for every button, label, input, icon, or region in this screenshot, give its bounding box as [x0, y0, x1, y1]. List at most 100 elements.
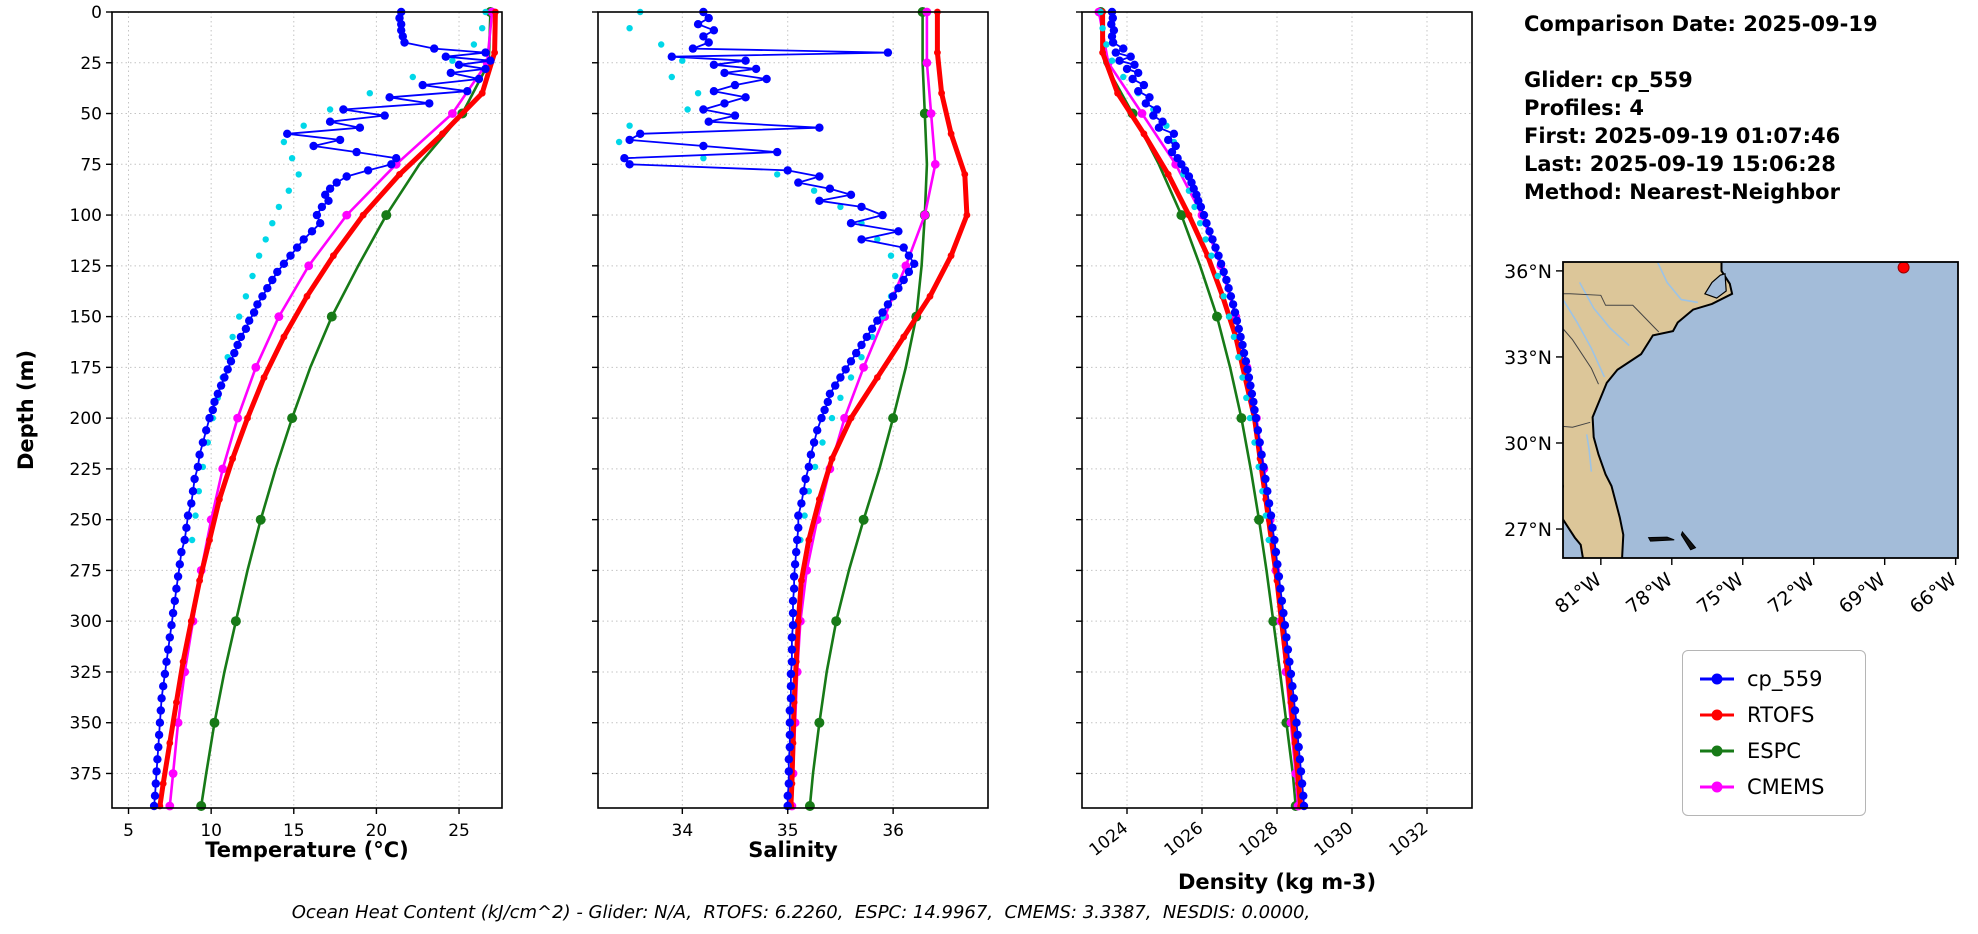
- info-first: First: 2025-09-19 01:07:46: [1524, 124, 1841, 148]
- info-spacer: [1524, 38, 1878, 66]
- density-panel: 1024 1026 1028 1030 1032: [1076, 7, 1473, 861]
- map-ticks: [1556, 270, 1957, 565]
- glider-location-marker: [1897, 262, 1910, 274]
- map-lon-label: 81°W: [1551, 568, 1606, 618]
- svg-text:25: 25: [448, 821, 470, 841]
- legend-line-marker-icon: [1700, 745, 1734, 757]
- map-lat-label: 27°N: [1504, 519, 1552, 541]
- map-state-border: [1563, 421, 1591, 428]
- svg-text:34: 34: [672, 821, 694, 841]
- density-ticks: [1076, 11, 1428, 814]
- svg-text:1032: 1032: [1386, 818, 1432, 860]
- salinity-axis-label: Salinity: [748, 838, 838, 862]
- info-glider: Glider: cp_559: [1524, 68, 1693, 92]
- svg-text:15: 15: [283, 821, 305, 841]
- info-comparison-date: Comparison Date: 2025-09-19: [1524, 12, 1878, 36]
- svg-text:1024: 1024: [1086, 818, 1132, 860]
- series-cp_559-density: [1107, 7, 1309, 811]
- map-river: [1563, 299, 1606, 378]
- series-CMEMS-density: [1094, 7, 1303, 811]
- map-lon-label: 78°W: [1622, 568, 1677, 618]
- map-sound: [1703, 273, 1727, 299]
- svg-text:75: 75: [80, 155, 102, 175]
- legend-entry-RTOFS: RTOFS: [1699, 697, 1849, 733]
- series-NESDIS-density: [1097, 8, 1272, 544]
- density-grid: [1082, 11, 1472, 808]
- svg-text:25: 25: [80, 54, 102, 74]
- svg-text:350: 350: [70, 714, 102, 734]
- map-state-border: [1563, 293, 1660, 333]
- temperature-ticks: [106, 11, 460, 814]
- legend-entry-CMEMS: CMEMS: [1699, 769, 1849, 805]
- temperature-axis-label: Temperature (°C): [205, 838, 409, 862]
- density-tick-labels: 1024 1026 1028 1030 1032: [1086, 818, 1432, 860]
- temperature-axes-box: [111, 11, 503, 809]
- legend-entry-cp_559: cp_559: [1699, 661, 1849, 697]
- map-river: [1578, 282, 1630, 347]
- svg-text:0: 0: [91, 3, 102, 23]
- svg-text:35: 35: [777, 821, 799, 841]
- map-lat-label: 36°N: [1504, 261, 1552, 283]
- svg-text:50: 50: [80, 105, 102, 125]
- map-state-border: [1563, 327, 1599, 385]
- svg-text:100: 100: [70, 206, 102, 226]
- map-features: [1563, 262, 1910, 558]
- svg-text:20: 20: [366, 821, 388, 841]
- svg-text:375: 375: [70, 764, 102, 784]
- series-cp_559-salinity: [620, 7, 919, 811]
- salinity-panel: 34 35 36: [592, 7, 989, 841]
- svg-text:250: 250: [70, 511, 102, 531]
- map-lat-label: 33°N: [1504, 347, 1552, 369]
- salinity-axes-box: [597, 11, 989, 809]
- svg-text:225: 225: [70, 460, 102, 480]
- series-NESDIS-salinity: [615, 8, 899, 544]
- svg-text:175: 175: [70, 358, 102, 378]
- svg-text:36: 36: [882, 821, 904, 841]
- map-lat-label: 30°N: [1504, 433, 1552, 455]
- legend-label: ESPC: [1747, 739, 1801, 763]
- temperature-tick-labels: 5 10 15 20 250255075100125150175200225250275…: [70, 3, 470, 841]
- legend-entry-ESPC: ESPC: [1699, 733, 1849, 769]
- map-lon-label: 72°W: [1764, 568, 1819, 618]
- info-profiles: Profiles: 4: [1524, 96, 1645, 120]
- salinity-tick-labels: 34 35 36: [672, 821, 904, 841]
- svg-text:10: 10: [200, 821, 222, 841]
- legend-label: CMEMS: [1747, 775, 1825, 799]
- density-axis-label: Density (kg m-3): [1177, 870, 1377, 894]
- series-NESDIS-temperature: [188, 8, 489, 544]
- svg-text:125: 125: [70, 257, 102, 277]
- map-island: [1680, 530, 1697, 551]
- svg-text:1026: 1026: [1161, 818, 1207, 860]
- ohc-footnote: Ocean Heat Content (kJ/cm^2) - Glider: N…: [291, 902, 1311, 923]
- map-lon-label: 69°W: [1835, 568, 1890, 618]
- svg-text:5: 5: [123, 821, 134, 841]
- map: 36°N 33°N 30°N 27°N 81°W 78°W 75°W 72°W 69°W 66°W: [1504, 261, 1961, 618]
- svg-text:1030: 1030: [1311, 818, 1357, 860]
- map-river: [1585, 434, 1593, 472]
- series-ESPC-density: [1095, 7, 1301, 811]
- legend-line-marker-icon: [1700, 709, 1734, 721]
- map-land: [1563, 262, 1734, 558]
- svg-text:325: 325: [70, 663, 102, 683]
- map-lon-label: 66°W: [1906, 568, 1961, 618]
- map-frame: [1562, 261, 1959, 559]
- legend-line-marker-icon: [1700, 673, 1734, 685]
- map-island: [1647, 536, 1675, 542]
- temperature-grid: [112, 11, 502, 808]
- legend-label: RTOFS: [1747, 703, 1815, 727]
- map-river: [1656, 262, 1698, 304]
- legend-label: cp_559: [1747, 667, 1823, 691]
- svg-text:200: 200: [70, 409, 102, 429]
- series-cp_559-temperature: [149, 7, 495, 811]
- temperature-panel: 5 10 15 20 250255075100125150175200225250275…: [70, 3, 503, 841]
- info-method: Method: Nearest-Neighbor: [1524, 180, 1840, 204]
- series-RTOFS-temperature: [156, 8, 499, 810]
- svg-text:150: 150: [70, 308, 102, 328]
- map-lon-label: 75°W: [1693, 568, 1748, 618]
- legend-line-marker-icon: [1700, 781, 1734, 793]
- info-last: Last: 2025-09-19 15:06:28: [1524, 152, 1836, 176]
- svg-text:300: 300: [70, 612, 102, 632]
- comparison-info-panel: Comparison Date: 2025-09-19 Glider: cp_5…: [1524, 10, 1878, 206]
